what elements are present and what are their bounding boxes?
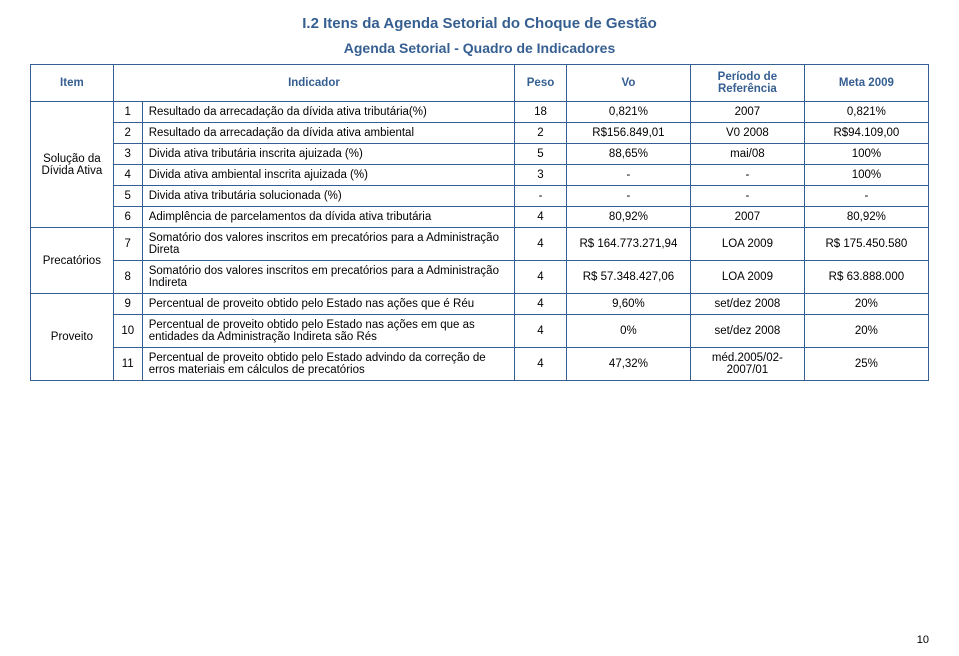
row-number: 10 <box>113 315 142 348</box>
row-number: 4 <box>113 165 142 186</box>
vo-value: 0% <box>566 315 690 348</box>
vo-value: 80,92% <box>566 207 690 228</box>
th-peso: Peso <box>515 65 567 102</box>
table-body: Solução da Dívida Ativa1Resultado da arr… <box>31 102 929 381</box>
group-label: Proveito <box>31 294 114 381</box>
indicator-text: Somatório dos valores inscritos em preca… <box>142 228 514 261</box>
page-number: 10 <box>917 634 929 646</box>
th-periodo: Período de Referência <box>691 65 805 102</box>
indicator-text: Resultado da arrecadação da dívida ativa… <box>142 123 514 144</box>
meta-value: R$ 63.888.000 <box>804 261 928 294</box>
periodo-value: méd.2005/02-2007/01 <box>691 348 805 381</box>
row-number: 7 <box>113 228 142 261</box>
row-number: 1 <box>113 102 142 123</box>
row-number: 3 <box>113 144 142 165</box>
periodo-value: set/dez 2008 <box>691 315 805 348</box>
meta-value: R$94.109,00 <box>804 123 928 144</box>
indicator-text: Percentual de proveito obtido pelo Estad… <box>142 348 514 381</box>
section-title: I.2 Itens da Agenda Setorial do Choque d… <box>30 15 929 32</box>
periodo-value: LOA 2009 <box>691 261 805 294</box>
peso-value: 4 <box>515 228 567 261</box>
row-number: 6 <box>113 207 142 228</box>
indicator-text: Resultado da arrecadação da dívida ativa… <box>142 102 514 123</box>
periodo-value: set/dez 2008 <box>691 294 805 315</box>
periodo-value: mai/08 <box>691 144 805 165</box>
indicator-text: Percentual de proveito obtido pelo Estad… <box>142 315 514 348</box>
table-row: 4Divida ativa ambiental inscrita ajuizad… <box>31 165 929 186</box>
peso-value: 4 <box>515 261 567 294</box>
peso-value: 3 <box>515 165 567 186</box>
periodo-value: - <box>691 165 805 186</box>
periodo-value: V0 2008 <box>691 123 805 144</box>
table-row: 8Somatório dos valores inscritos em prec… <box>31 261 929 294</box>
peso-value: 5 <box>515 144 567 165</box>
indicator-text: Divida ativa tributária solucionada (%) <box>142 186 514 207</box>
peso-value: 18 <box>515 102 567 123</box>
vo-value: 88,65% <box>566 144 690 165</box>
table-row: Proveito9Percentual de proveito obtido p… <box>31 294 929 315</box>
table-header-row: Item Indicador Peso Vo Período de Referê… <box>31 65 929 102</box>
row-number: 9 <box>113 294 142 315</box>
th-item: Item <box>31 65 114 102</box>
meta-value: R$ 175.450.580 <box>804 228 928 261</box>
row-number: 11 <box>113 348 142 381</box>
indicator-text: Divida ativa tributária inscrita ajuizad… <box>142 144 514 165</box>
meta-value: 0,821% <box>804 102 928 123</box>
table-row: 3Divida ativa tributária inscrita ajuiza… <box>31 144 929 165</box>
meta-value: 100% <box>804 144 928 165</box>
peso-value: 4 <box>515 294 567 315</box>
meta-value: - <box>804 186 928 207</box>
row-number: 2 <box>113 123 142 144</box>
vo-value: 0,821% <box>566 102 690 123</box>
th-indicador: Indicador <box>113 65 514 102</box>
meta-value: 20% <box>804 315 928 348</box>
table-row: 6Adimplência de parcelamentos da dívida … <box>31 207 929 228</box>
meta-value: 25% <box>804 348 928 381</box>
group-label: Precatórios <box>31 228 114 294</box>
vo-value: R$ 164.773.271,94 <box>566 228 690 261</box>
indicators-table: Item Indicador Peso Vo Período de Referê… <box>30 64 929 381</box>
peso-value: 4 <box>515 207 567 228</box>
vo-value: - <box>566 165 690 186</box>
table-row: Precatórios7Somatório dos valores inscri… <box>31 228 929 261</box>
vo-value: 9,60% <box>566 294 690 315</box>
group-label: Solução da Dívida Ativa <box>31 102 114 228</box>
peso-value: 4 <box>515 348 567 381</box>
section-subtitle: Agenda Setorial - Quadro de Indicadores <box>30 40 929 56</box>
row-number: 8 <box>113 261 142 294</box>
periodo-value: - <box>691 186 805 207</box>
meta-value: 80,92% <box>804 207 928 228</box>
periodo-value: LOA 2009 <box>691 228 805 261</box>
indicator-text: Divida ativa ambiental inscrita ajuizada… <box>142 165 514 186</box>
meta-value: 100% <box>804 165 928 186</box>
vo-value: - <box>566 186 690 207</box>
indicator-text: Adimplência de parcelamentos da dívida a… <box>142 207 514 228</box>
peso-value: - <box>515 186 567 207</box>
table-row: 2Resultado da arrecadação da dívida ativ… <box>31 123 929 144</box>
th-vo: Vo <box>566 65 690 102</box>
table-row: 10Percentual de proveito obtido pelo Est… <box>31 315 929 348</box>
row-number: 5 <box>113 186 142 207</box>
vo-value: R$156.849,01 <box>566 123 690 144</box>
indicator-text: Somatório dos valores inscritos em preca… <box>142 261 514 294</box>
peso-value: 4 <box>515 315 567 348</box>
table-row: Solução da Dívida Ativa1Resultado da arr… <box>31 102 929 123</box>
th-meta: Meta 2009 <box>804 65 928 102</box>
periodo-value: 2007 <box>691 207 805 228</box>
table-row: 5Divida ativa tributária solucionada (%)… <box>31 186 929 207</box>
vo-value: R$ 57.348.427,06 <box>566 261 690 294</box>
vo-value: 47,32% <box>566 348 690 381</box>
indicator-text: Percentual de proveito obtido pelo Estad… <box>142 294 514 315</box>
periodo-value: 2007 <box>691 102 805 123</box>
table-row: 11Percentual de proveito obtido pelo Est… <box>31 348 929 381</box>
meta-value: 20% <box>804 294 928 315</box>
peso-value: 2 <box>515 123 567 144</box>
